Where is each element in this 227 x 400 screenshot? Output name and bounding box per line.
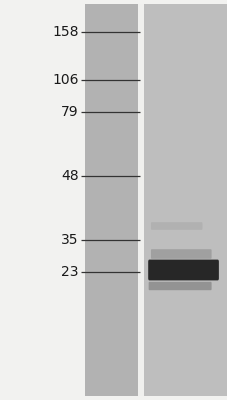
- Text: 48: 48: [61, 169, 78, 183]
- FancyBboxPatch shape: [148, 260, 218, 280]
- Text: 35: 35: [61, 233, 78, 247]
- FancyBboxPatch shape: [150, 222, 202, 230]
- Bar: [138, 4, 143, 396]
- Bar: [85, 4, 138, 396]
- FancyBboxPatch shape: [150, 249, 211, 259]
- FancyBboxPatch shape: [148, 282, 211, 290]
- Text: 106: 106: [52, 73, 78, 87]
- Text: 158: 158: [52, 25, 78, 39]
- Bar: [143, 4, 227, 396]
- Text: 23: 23: [61, 265, 78, 279]
- Text: 79: 79: [61, 105, 78, 119]
